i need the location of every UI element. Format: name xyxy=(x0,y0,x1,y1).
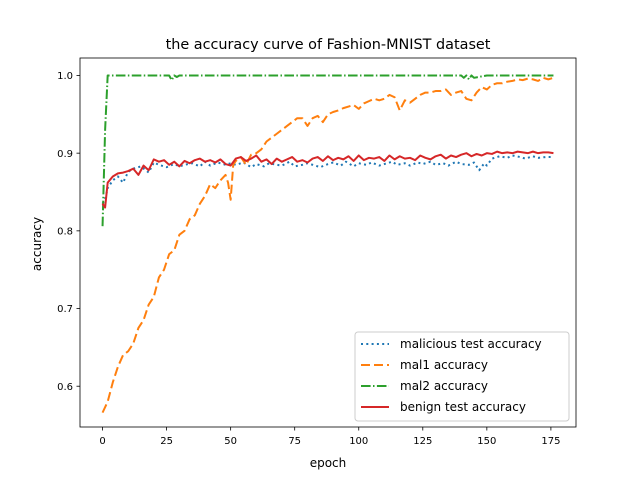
x-tick-label: 125 xyxy=(413,436,432,447)
y-tick-label: 0.9 xyxy=(57,149,73,160)
legend-box xyxy=(354,331,570,422)
x-tick-label: 175 xyxy=(541,436,560,447)
y-axis: 0.6 0.7 0.8 0.9 1.0 xyxy=(57,71,80,393)
x-axis-label: epoch xyxy=(310,456,347,470)
y-axis-label: accuracy xyxy=(30,217,44,271)
plot-area xyxy=(79,57,577,428)
y-tick-label: 1.0 xyxy=(57,71,73,82)
legend-label-2: mal1 accuracy xyxy=(400,358,488,372)
x-tick-label: 50 xyxy=(224,436,237,447)
x-axis: 0 25 50 75 100 125 150 175 xyxy=(99,427,560,447)
series-line-4 xyxy=(101,150,554,209)
x-tick-label: 25 xyxy=(160,436,173,447)
chart-title: the accuracy curve of Fashion-MNIST data… xyxy=(166,37,491,53)
x-tick-label: 150 xyxy=(477,436,496,447)
x-tick-label: 75 xyxy=(288,436,301,447)
x-tick-label: 100 xyxy=(349,436,368,447)
y-tick-label: 0.6 xyxy=(57,382,73,393)
legend-label-3: mal2 accuracy xyxy=(400,379,488,393)
y-tick-label: 0.8 xyxy=(57,226,73,237)
legend: malicious test accuracy mal1 accuracy mal2… xyxy=(354,331,570,422)
x-tick-label: 0 xyxy=(99,436,105,447)
y-tick-label: 0.7 xyxy=(57,304,73,315)
series-line-3 xyxy=(101,74,554,227)
legend-label-1: malicious test accuracy xyxy=(400,337,542,351)
legend-label-4: benign test accuracy xyxy=(400,400,526,414)
series-line-2 xyxy=(101,76,554,414)
plot-frame xyxy=(79,57,577,428)
series-line-1 xyxy=(101,154,551,205)
